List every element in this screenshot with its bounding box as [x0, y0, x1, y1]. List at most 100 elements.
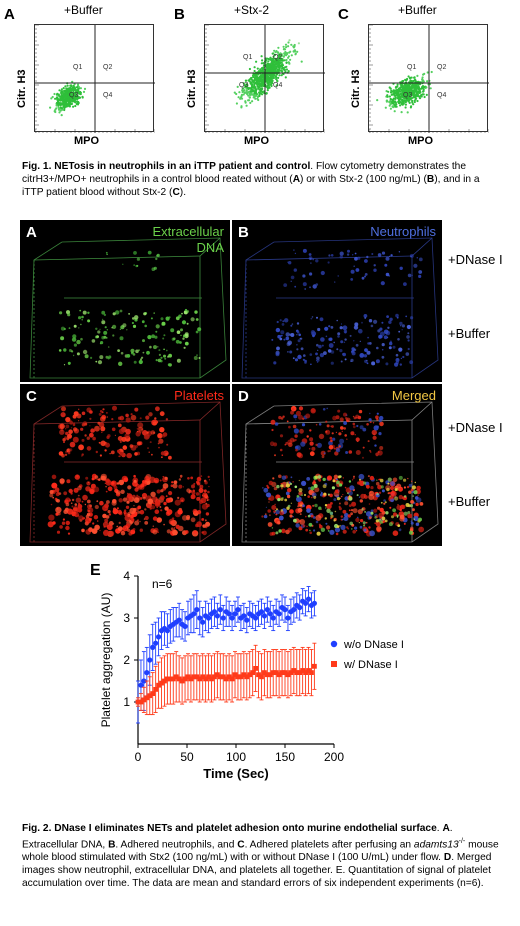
cell-signal — [78, 316, 82, 320]
cell-signal — [160, 509, 163, 512]
cell-signal — [143, 518, 146, 520]
cell-signal — [141, 497, 143, 499]
event-dot — [399, 92, 402, 96]
cell-signal — [148, 451, 150, 453]
cell-signal — [381, 355, 385, 359]
cell-signal — [301, 494, 303, 496]
cell-signal — [273, 486, 278, 491]
y-tick-label: 4 — [123, 569, 130, 583]
cell-signal — [316, 316, 318, 319]
cell-signal — [318, 423, 322, 426]
cell-signal — [318, 344, 322, 349]
event-dot — [415, 97, 418, 100]
cell-signal — [366, 350, 371, 355]
cell-signal — [301, 423, 306, 427]
cell-signal — [314, 503, 318, 508]
cell-signal — [380, 501, 383, 504]
cell-signal — [350, 512, 353, 516]
event-dot — [419, 91, 422, 94]
cell-signal — [102, 521, 109, 528]
event-dot — [241, 89, 244, 92]
cell-signal — [282, 415, 285, 418]
cell-signal — [332, 437, 336, 441]
cell-signal — [392, 345, 396, 349]
cell-signal — [299, 337, 302, 340]
event-dot — [392, 92, 395, 96]
event-dot — [261, 90, 264, 94]
cell-signal — [317, 359, 320, 362]
event-dot — [77, 96, 80, 99]
cell-signal — [139, 417, 142, 420]
cell-signal — [271, 531, 276, 536]
cell-signal — [342, 529, 347, 534]
cell-signal — [55, 498, 57, 500]
cell-signal — [316, 531, 321, 536]
cell-signal — [181, 320, 187, 325]
cell-signal — [368, 526, 371, 529]
cell-signal — [341, 430, 343, 433]
event-dot — [72, 94, 75, 98]
data-point — [229, 615, 235, 621]
data-point — [282, 607, 288, 613]
data-point — [135, 699, 141, 705]
cell-signal — [267, 522, 273, 527]
cell-signal — [315, 443, 318, 447]
cell-signal — [381, 516, 386, 521]
cell-signal — [376, 418, 379, 421]
data-point — [173, 674, 179, 680]
cell-signal — [369, 449, 371, 452]
cell-signal — [201, 518, 205, 521]
cell-signal — [418, 274, 422, 278]
cell-signal — [377, 253, 382, 257]
flow-panel-c: C +Buffer Citr. H3 Q1 Q2 Q3 Q4 MPO — [338, 0, 508, 150]
cell-signal — [159, 479, 162, 482]
cell-signal — [396, 516, 399, 518]
cell-signal — [142, 496, 146, 500]
cell-signal — [294, 285, 297, 288]
event-dot — [429, 87, 432, 90]
flow-panel-a: A +Buffer Citr. H3 Q1 Q2 Q3 Q4 MPO — [4, 0, 174, 150]
cell-signal — [74, 512, 80, 518]
cell-signal — [398, 251, 401, 253]
cell-signal — [65, 417, 71, 423]
event-dot — [247, 94, 250, 97]
cell-signal — [153, 266, 157, 270]
data-point — [150, 644, 156, 650]
cell-signal — [385, 511, 389, 515]
cell-signal — [344, 358, 347, 361]
channel-label: Extracellular DNA — [152, 224, 224, 256]
cell-signal — [78, 444, 84, 451]
cell-signal — [343, 421, 347, 425]
cell-signal — [352, 415, 355, 418]
event-dot — [404, 100, 407, 103]
cell-signal — [344, 486, 347, 489]
event-dot — [75, 93, 78, 96]
cell-signal — [116, 490, 121, 495]
cell-signal — [379, 327, 383, 331]
event-dot — [422, 93, 425, 96]
cell-signal — [296, 496, 302, 503]
cell-signal — [350, 431, 355, 436]
cell-signal — [197, 327, 202, 332]
cell-signal — [381, 348, 384, 351]
event-dot — [270, 61, 273, 64]
cell-signal — [154, 335, 158, 339]
cell-signal — [312, 284, 317, 289]
cell-signal — [339, 251, 344, 256]
cell-signal — [131, 518, 135, 522]
cell-signal — [134, 452, 138, 456]
cell-signal — [154, 500, 161, 507]
data-point — [214, 613, 220, 619]
cell-signal — [69, 420, 74, 425]
event-dot — [287, 56, 290, 59]
cell-signal — [367, 336, 369, 339]
cell-signal — [101, 475, 107, 481]
signal-layer — [47, 405, 211, 537]
caption-ref: B — [108, 839, 116, 851]
event-dot — [252, 86, 255, 89]
cell-signal — [324, 517, 327, 520]
cell-signal — [101, 320, 106, 325]
cell-signal — [379, 421, 384, 427]
cell-signal — [180, 476, 182, 479]
event-dot — [289, 50, 292, 53]
